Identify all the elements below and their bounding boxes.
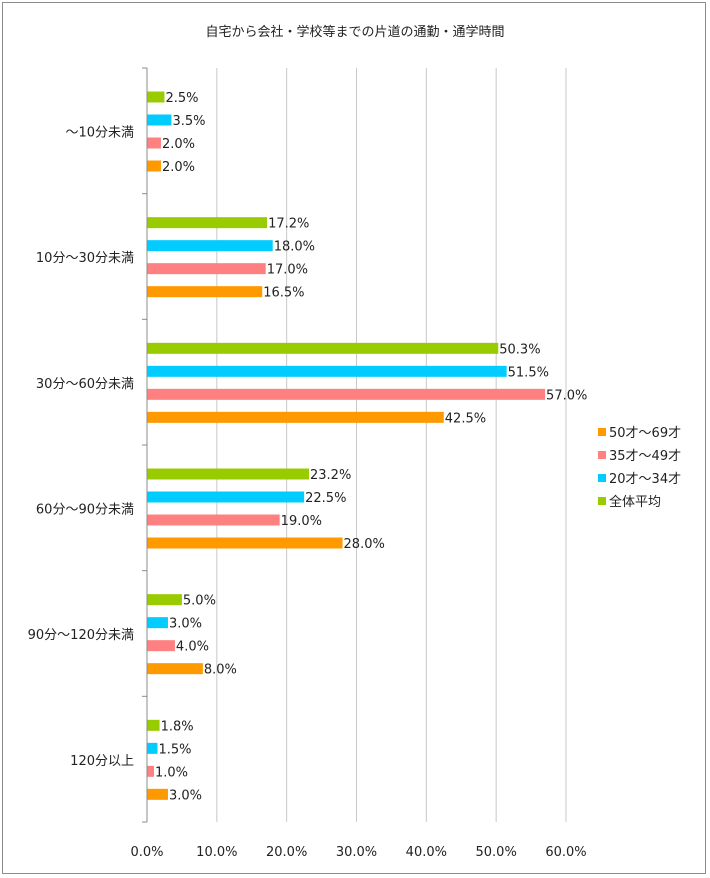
data-label: 50.3% xyxy=(499,342,540,357)
x-tick-label: 30.0% xyxy=(336,845,377,860)
x-tick-label: 40.0% xyxy=(406,845,447,860)
bar xyxy=(147,663,203,675)
x-tick-label: 50.0% xyxy=(476,845,517,860)
legend-label: 50才～69才 xyxy=(609,426,681,441)
data-label: 42.5% xyxy=(445,411,486,426)
data-label: 2.5% xyxy=(165,91,198,106)
data-label: 3.0% xyxy=(169,617,202,632)
bar xyxy=(147,788,168,800)
category-label: 30分～60分未満 xyxy=(36,377,134,392)
category-label: 120分以上 xyxy=(70,754,134,769)
bar xyxy=(147,365,507,377)
legend-swatch xyxy=(598,474,606,482)
data-label: 23.2% xyxy=(310,468,351,483)
category-label: 10分～30分未満 xyxy=(36,251,134,266)
legend-swatch xyxy=(598,451,606,459)
bar xyxy=(147,617,168,629)
bar xyxy=(147,468,310,480)
legend-swatch xyxy=(598,428,606,436)
data-label: 28.0% xyxy=(344,537,385,552)
category-label: 60分～90分未満 xyxy=(36,503,134,518)
bars: 2.5% 3.5% 2.0% 2.0% 17.2% 18.0% 17.0% 16.5% 50.3… xyxy=(147,91,587,803)
data-label: 17.0% xyxy=(267,263,308,278)
bar xyxy=(147,742,158,754)
data-label: 4.0% xyxy=(176,640,209,655)
bar xyxy=(147,160,161,172)
x-tick-label: 0.0% xyxy=(130,845,163,860)
legend-label: 35才～49才 xyxy=(609,449,681,464)
data-label: 1.8% xyxy=(161,719,194,734)
bar xyxy=(147,263,266,275)
data-label: 1.0% xyxy=(155,765,188,780)
data-label: 2.0% xyxy=(162,137,195,152)
data-label: 2.0% xyxy=(162,160,195,175)
bar xyxy=(147,217,268,229)
data-label: 16.5% xyxy=(263,286,304,301)
legend-label: 20才～34才 xyxy=(609,472,681,487)
bar xyxy=(147,388,546,400)
data-label: 3.0% xyxy=(169,788,202,803)
bar xyxy=(147,491,305,503)
x-tick-label: 10.0% xyxy=(196,845,237,860)
grid-lines xyxy=(216,68,567,822)
data-label: 22.5% xyxy=(305,491,346,506)
bar xyxy=(147,91,165,103)
category-label: 90分～120分未満 xyxy=(28,628,134,643)
data-label: 17.2% xyxy=(268,217,309,232)
axes: 0.0% 10.0% 20.0% 30.0% 40.0% 50.0% 60.0% ～10分未満… xyxy=(28,67,587,860)
bar xyxy=(147,114,172,126)
data-label: 5.0% xyxy=(183,594,216,609)
bar xyxy=(147,765,154,777)
bar xyxy=(147,411,444,423)
category-label: ～10分未満 xyxy=(65,126,134,141)
data-label: 8.0% xyxy=(204,663,237,678)
data-label: 18.0% xyxy=(274,240,315,255)
data-label: 19.0% xyxy=(281,514,322,529)
bar xyxy=(147,514,280,526)
bar xyxy=(147,594,182,606)
bar xyxy=(147,137,161,149)
x-tick-label: 20.0% xyxy=(266,845,307,860)
bar xyxy=(147,240,273,252)
legend-swatch xyxy=(598,497,606,505)
data-label: 51.5% xyxy=(508,365,549,380)
chart-title: 自宅から会社・学校等までの片道の通勤・通学時間 xyxy=(205,24,504,40)
bar xyxy=(147,537,343,549)
legend-label: 全体平均 xyxy=(609,494,661,510)
bar xyxy=(147,286,263,298)
data-label: 1.5% xyxy=(158,742,191,757)
data-label: 57.0% xyxy=(546,388,587,403)
bar xyxy=(147,640,175,652)
data-label: 3.5% xyxy=(172,114,205,129)
x-tick-label: 60.0% xyxy=(545,845,586,860)
bar xyxy=(147,342,499,354)
bar xyxy=(147,719,160,731)
